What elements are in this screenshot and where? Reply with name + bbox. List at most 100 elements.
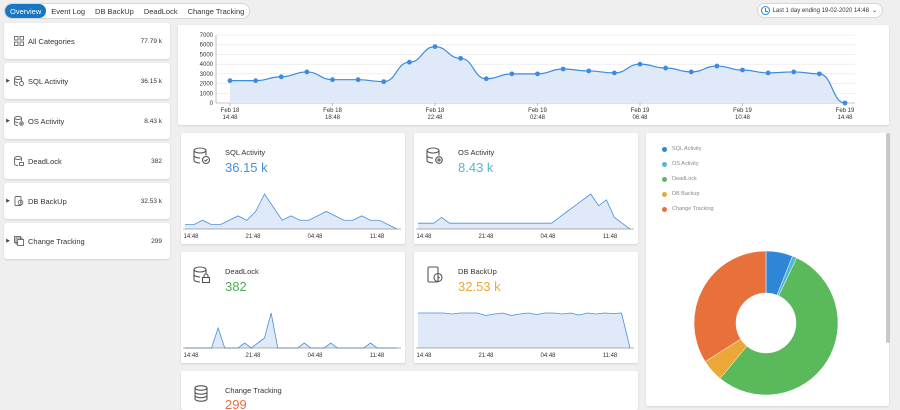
category-value: 77.79 k xyxy=(141,38,162,45)
legend-item-deadlock[interactable]: DeadLock xyxy=(662,176,697,182)
category-sql-activity[interactable]: ▶ SQL Activity 36.15 k xyxy=(4,63,170,99)
category-donut-chart[interactable] xyxy=(686,243,846,403)
x-tick-date: Feb 19 xyxy=(631,108,650,114)
y-tick-label: 4000 xyxy=(200,62,214,68)
expand-arrow-icon[interactable]: ▶ xyxy=(4,198,12,204)
data-point[interactable] xyxy=(228,78,233,83)
category-all[interactable]: All Categories 77.79 k xyxy=(4,23,170,59)
x-tick-date: Feb 19 xyxy=(836,108,855,114)
legend-dot xyxy=(662,147,667,152)
expand-arrow-icon[interactable]: ▶ xyxy=(4,238,12,244)
data-point[interactable] xyxy=(279,74,284,79)
x-tick-time: 02:48 xyxy=(530,115,546,121)
data-point[interactable] xyxy=(458,56,463,61)
data-point[interactable] xyxy=(791,70,796,75)
x-tick-date: Feb 19 xyxy=(733,108,752,114)
category-deadlock[interactable]: DeadLock 382 xyxy=(4,143,170,179)
x-tick-date: Feb 19 xyxy=(528,108,547,114)
os-activity-card[interactable]: OS Activity 8.43 k 14:48 21:48 04:48 11:48 xyxy=(414,133,638,244)
data-point[interactable] xyxy=(509,71,514,76)
data-point[interactable] xyxy=(381,79,386,84)
legend-item-os-activity[interactable]: OS Activity xyxy=(662,161,699,167)
data-point[interactable] xyxy=(433,44,438,49)
time-range-picker[interactable]: Last 1 day ending 19-02-2020 14:48 ⌄ xyxy=(757,3,883,18)
category-change-tracking[interactable]: ▶ Change Tracking 299 xyxy=(4,223,170,259)
db-backup-card[interactable]: DB BackUp 32.53 k 14:48 21:48 04:48 11:48 xyxy=(414,252,638,363)
grid-icon xyxy=(14,36,24,46)
x-tick-time: 22:48 xyxy=(427,115,443,121)
data-point[interactable] xyxy=(304,70,309,75)
x-tick-time: 18:48 xyxy=(325,115,341,121)
legend-item-sql-activity[interactable]: SQL Activity xyxy=(662,146,701,152)
x-tick-time: 14:48 xyxy=(837,115,853,121)
data-point[interactable] xyxy=(612,70,617,75)
scrollbar[interactable] xyxy=(886,133,890,343)
sparkline-tick-label: 11:48 xyxy=(603,234,618,240)
sql-activity-sparkline: 14:48 21:48 04:48 11:48 xyxy=(181,184,405,244)
y-tick-label: 5000 xyxy=(200,52,214,58)
data-point[interactable] xyxy=(663,66,668,71)
sparkline-tick-label: 21:48 xyxy=(478,234,494,240)
data-point[interactable] xyxy=(740,68,745,73)
data-point[interactable] xyxy=(714,64,719,69)
sparkline-area xyxy=(185,194,397,229)
data-point[interactable] xyxy=(484,76,489,81)
legend-label: SQL Activity xyxy=(672,146,701,152)
sparkline-tick-label: 11:48 xyxy=(603,353,618,359)
database-lock-icon xyxy=(14,156,24,166)
legend-item-db-backup[interactable]: DB Backup xyxy=(662,191,700,197)
sql-activity-card[interactable]: SQL Activity 36.15 k 14:48 21:48 04:48 11:4… xyxy=(181,133,405,244)
data-point[interactable] xyxy=(766,70,771,75)
legend-dot xyxy=(662,162,667,167)
data-point[interactable] xyxy=(817,71,822,76)
tab-overview[interactable]: Overview xyxy=(5,4,46,18)
change-tracking-card[interactable]: Change Tracking 299 xyxy=(181,371,638,410)
data-point[interactable] xyxy=(407,60,412,65)
deadlock-card[interactable]: DeadLock 382 14:48 21:48 04:48 11:48 xyxy=(181,252,405,363)
donut-slice[interactable] xyxy=(694,251,766,362)
data-point[interactable] xyxy=(253,78,258,83)
data-point[interactable] xyxy=(689,70,694,75)
x-tick-date: Feb 18 xyxy=(426,108,445,114)
data-point[interactable] xyxy=(638,62,643,67)
data-point[interactable] xyxy=(356,77,361,82)
legend-label: Change Tracking xyxy=(672,206,714,212)
tracking-icon xyxy=(193,385,211,403)
db-backup-sparkline: 14:48 21:48 04:48 11:48 xyxy=(414,303,638,363)
category-value: 32.53 k xyxy=(141,198,162,205)
sparkline-tick-label: 21:48 xyxy=(478,353,494,359)
database-gear-icon xyxy=(14,116,24,126)
tracking-icon xyxy=(14,236,24,246)
data-point[interactable] xyxy=(330,77,335,82)
os-activity-sparkline: 14:48 21:48 04:48 11:48 xyxy=(414,184,638,244)
tab-db-backup[interactable]: DB BackUp xyxy=(90,4,139,18)
data-point[interactable] xyxy=(561,67,566,72)
tab-deadlock[interactable]: DeadLock xyxy=(139,4,183,18)
category-db-backup[interactable]: ▶ DB BackUp 32.53 k xyxy=(4,183,170,219)
expand-arrow-icon[interactable]: ▶ xyxy=(4,118,12,124)
tab-bar: Overview Event Log DB BackUp DeadLock Ch… xyxy=(4,3,250,19)
tab-event-log[interactable]: Event Log xyxy=(46,4,90,18)
x-tick-time: 10:48 xyxy=(735,115,751,121)
data-point[interactable] xyxy=(535,71,540,76)
category-label: All Categories xyxy=(28,37,141,46)
tab-change-tracking[interactable]: Change Tracking xyxy=(183,4,250,18)
backup-icon xyxy=(426,266,444,284)
sparkline-tick-label: 04:48 xyxy=(540,353,556,359)
sparkline-tick-label: 11:48 xyxy=(370,353,385,359)
category-os-activity[interactable]: ▶ OS Activity 8.43 k xyxy=(4,103,170,139)
sparkline-tick-label: 14:48 xyxy=(416,234,432,240)
legend-label: OS Activity xyxy=(672,161,699,167)
legend-item-change-tracking[interactable]: Change Tracking xyxy=(662,206,714,212)
sparkline-tick-label: 14:48 xyxy=(183,353,199,359)
sparkline-area xyxy=(185,313,397,348)
expand-arrow-icon[interactable]: ▶ xyxy=(4,78,12,84)
sparkline-tick-label: 04:48 xyxy=(540,234,556,240)
data-point[interactable] xyxy=(586,69,591,74)
sparkline-tick-label: 04:48 xyxy=(307,353,323,359)
legend-dot xyxy=(662,192,667,197)
legend-label: DB Backup xyxy=(672,191,700,197)
sparkline-area xyxy=(418,194,630,229)
card-title: Change Tracking xyxy=(225,386,282,395)
